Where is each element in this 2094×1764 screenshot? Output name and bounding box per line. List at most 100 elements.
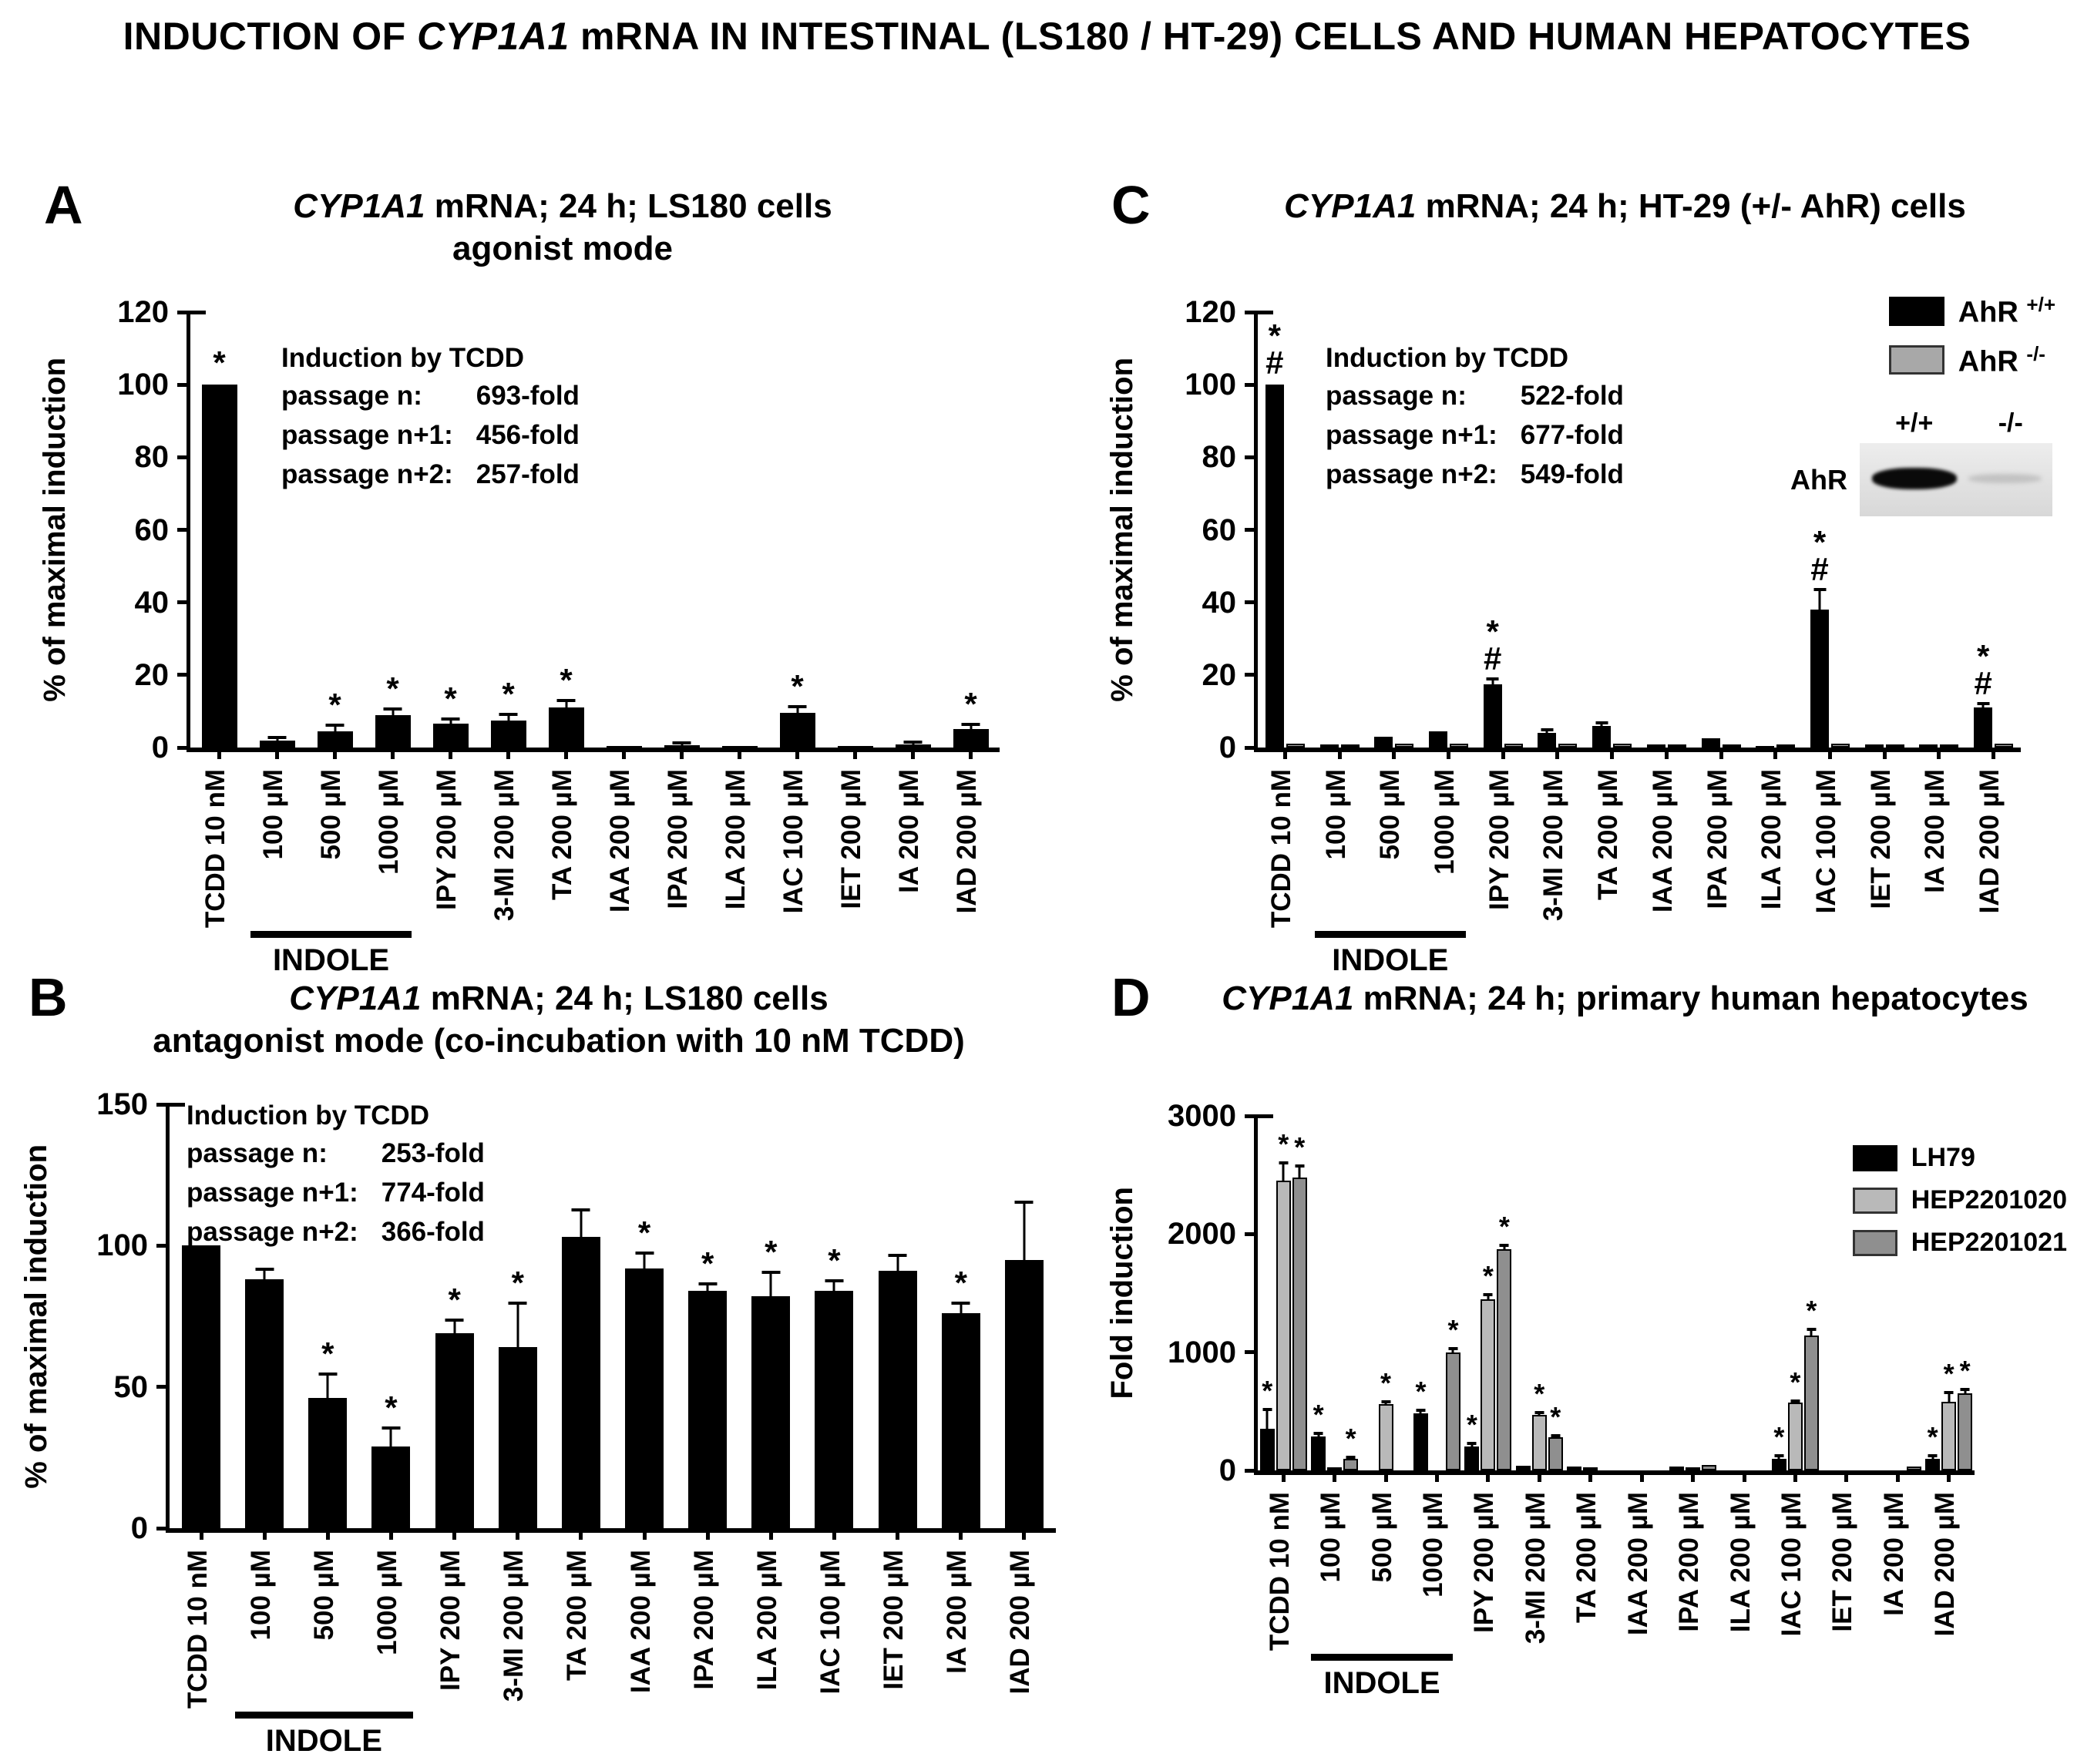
error-bar — [1419, 1412, 1422, 1413]
bars-layer: * * * * * * * * * * * * * * * * * * * — [1258, 1116, 1975, 1470]
error-bar — [1981, 705, 1985, 707]
bar — [1374, 737, 1393, 748]
x-tick-mark — [449, 748, 452, 759]
tcdd-induction-annotation-a: Induction by TCDD passage n: 693-fold pas… — [281, 339, 580, 493]
y-tick-label: 0 — [151, 731, 169, 764]
bar-group: * # — [1803, 526, 1857, 748]
bar: * — [1771, 1423, 1786, 1470]
bar-group: * — [1360, 1369, 1411, 1470]
x-tick-label: ILA 200 µM — [1725, 1492, 1756, 1633]
indole-bracket-line — [250, 931, 412, 938]
bar-group — [248, 739, 306, 748]
x-label-cell: IPY 200 µM — [1472, 752, 1527, 983]
annotation-rows: passage n: 253-fold passage n+1: 774-fold … — [187, 1138, 485, 1247]
error-bar — [516, 1305, 519, 1347]
x-tick-mark — [853, 748, 857, 759]
x-axis-labels-a: TCDD 10 nM 100 µM 500 µM 1000 µM IPY 200 µM 3… — [187, 752, 996, 983]
y-axis-label: % of maximal induction — [19, 1144, 53, 1489]
bar — [895, 744, 931, 748]
bar-group: * — [768, 670, 826, 748]
panel-a-title: CYP1A1 mRNA; 24 h; LS180 cells — [293, 187, 832, 225]
bar — [1504, 744, 1523, 748]
error-bar — [1818, 591, 1821, 610]
blot-strip — [1860, 443, 2052, 516]
bar-group — [1421, 731, 1476, 748]
x-label-cell: IAC 100 µM — [765, 752, 822, 983]
tcdd-induction-annotation-c: Induction by TCDD passage n: 522-fold pas… — [1326, 339, 1624, 493]
x-tick-label: 100 µM — [245, 1550, 276, 1641]
x-tick-label: IA 200 µM — [942, 1550, 973, 1674]
bar — [1885, 744, 1904, 748]
plot-area-a: Induction by TCDD passage n: 693-fold pas… — [117, 297, 1000, 763]
bar-group — [1748, 744, 1803, 748]
x-tick-label: 3-MI 200 µM — [1520, 1492, 1551, 1645]
bar-group — [1667, 1465, 1718, 1470]
bar-group: * — [190, 347, 248, 748]
y-tick-mark — [1245, 600, 1258, 605]
y-tick-label: 3000 — [1168, 1099, 1236, 1133]
bar: * # — [1265, 319, 1284, 748]
significance-marker: * — [328, 687, 341, 724]
bar: * — [1941, 1360, 1957, 1470]
bar-group: * # — [1258, 319, 1313, 748]
error-bar — [449, 721, 452, 724]
bar-group — [1694, 738, 1749, 748]
x-tick-mark — [325, 1528, 330, 1540]
x-tick-mark — [516, 1528, 520, 1540]
x-tick-mark — [1947, 1470, 1951, 1482]
bar-group: * — [306, 689, 364, 748]
y-axis-label: % of maximal induction — [1104, 358, 1139, 702]
annotation-rows: passage n: 693-fold passage n+1: 456-fold … — [281, 381, 580, 489]
x-label-cell: IAA 200 µM — [591, 752, 649, 983]
x-tick-mark — [1333, 1470, 1337, 1482]
bar: * — [201, 347, 237, 748]
x-label-cell: TCDD 10 nM — [187, 752, 244, 983]
x-tick-label: IAC 100 µM — [815, 1550, 845, 1695]
significance-marker: * — [444, 680, 457, 717]
x-label-cell: IAC 100 µM — [1766, 1475, 1817, 1706]
x-tick-mark — [680, 748, 684, 759]
bar: * — [1259, 1377, 1275, 1470]
blot-band-ko — [1968, 474, 2042, 483]
annotation-heading: Induction by TCDD — [187, 1100, 429, 1131]
bar: * — [371, 1392, 411, 1528]
indole-bracket-line — [235, 1712, 413, 1719]
error-bar — [706, 1285, 709, 1291]
panel-a-subtitle: agonist mode — [452, 230, 674, 267]
error-bar — [832, 1282, 835, 1291]
y-tick-mark — [1245, 1468, 1258, 1473]
x-label-cell: IA 200 µM — [880, 752, 938, 983]
y-tick-mark — [177, 310, 190, 314]
bar-group — [1531, 731, 1585, 748]
bar — [1429, 731, 1448, 748]
bar: * — [1497, 1213, 1512, 1470]
error-bar — [326, 1376, 329, 1398]
x-tick-mark — [1882, 748, 1887, 759]
annotation-heading: Induction by TCDD — [281, 343, 524, 373]
x-tick-mark — [1501, 748, 1505, 759]
significance-marker: * — [1959, 1355, 1971, 1387]
x-tick-mark — [1392, 748, 1397, 759]
y-tick-mark — [1245, 1350, 1258, 1355]
x-tick-mark — [1895, 1470, 1900, 1482]
x-label-cell: TA 200 µM — [546, 1533, 609, 1764]
x-label-cell: ILA 200 µM — [1744, 752, 1799, 983]
x-tick-mark — [1793, 1470, 1797, 1482]
panel-c: C CYP1A1 mRNA; 24 h; HT-29 (+/- AhR) cel… — [1102, 175, 2094, 983]
bar — [1583, 1467, 1598, 1470]
x-tick-mark — [1610, 748, 1615, 759]
bar-group — [1857, 744, 1912, 748]
significance-marker: * — [1482, 1260, 1494, 1292]
error-bar — [643, 1255, 646, 1268]
x-tick-label: 100 µM — [258, 769, 288, 860]
y-tick-label: 40 — [134, 585, 170, 620]
error-bar — [1282, 1164, 1285, 1182]
bar: * — [490, 678, 526, 748]
y-tick-mark — [1245, 1114, 1258, 1118]
y-tick-label: 50 — [113, 1369, 149, 1404]
bar — [1340, 744, 1360, 748]
y-tick-label: 2000 — [1168, 1217, 1236, 1252]
bar-group — [1872, 1467, 1923, 1470]
bar-group — [866, 1257, 929, 1528]
error-bar — [1023, 1204, 1026, 1260]
